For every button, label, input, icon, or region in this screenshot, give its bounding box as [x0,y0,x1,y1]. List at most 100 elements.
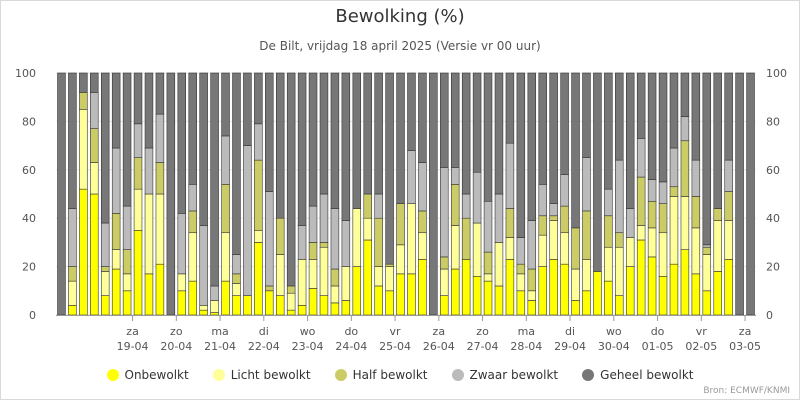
bar-segment-half-bewolkt [549,215,558,221]
bar-segment-licht-bewolkt [319,246,329,296]
bar-segment-geheel-bewolkt [221,72,230,137]
bar-segment-licht-bewolkt [724,220,733,260]
bar-segment-onbewolkt [352,266,362,316]
bar-segment-onbewolkt [450,268,460,316]
x-tick-date-label: 03-05 [729,340,761,353]
bar-segment-zwaar-bewolkt [472,171,482,224]
bar-segment-half-bewolkt [615,232,624,248]
legend-item-licht-bewolkt[interactable]: Licht bewolkt [212,368,311,382]
bar-segment-geheel-bewolkt [90,72,99,93]
bar-segment-half-bewolkt [461,217,471,260]
bar-segment-zwaar-bewolkt [188,184,197,212]
x-tick-day-label: zo [170,325,183,338]
y-tick-label-left: 40 [22,212,36,225]
bar-segment-half-bewolkt [450,184,460,226]
bar-segment-onbewolkt [79,188,88,316]
bar-segment-onbewolkt [549,259,558,316]
y-tick-label-right: 60 [766,164,780,177]
bar-segment-geheel-bewolkt [79,72,88,93]
bar-segment-licht-bewolkt [308,259,318,289]
bar-segment-geheel-bewolkt [746,72,755,316]
legend-item-geheel-bewolkt[interactable]: Geheel bewolkt [582,368,694,382]
bar-segment-onbewolkt [615,295,624,316]
bar-segment-onbewolkt [254,242,263,316]
bar-segment-half-bewolkt [286,285,296,294]
legend-dot-geheel-bewolkt [582,369,595,381]
bar-segment-zwaar-bewolkt [669,147,679,188]
bar-segment-half-bewolkt [363,193,372,219]
y-tick-label-right: 80 [766,115,780,128]
x-tick-date-label: 27-04 [467,340,499,353]
bar-segment-onbewolkt [593,271,602,316]
bar-segment-zwaar-bewolkt [155,113,165,163]
bar-segment-onbewolkt [232,295,241,316]
bar-segment-onbewolkt [680,249,690,316]
bar-segment-geheel-bewolkt [593,72,602,272]
bar-segment-licht-bewolkt [538,234,547,267]
bar-segment-geheel-bewolkt [450,72,460,168]
bar-segment-zwaar-bewolkt [297,225,307,260]
bar-segment-onbewolkt [571,300,580,316]
bar-segment-licht-bewolkt [352,208,362,267]
bar-segment-licht-bewolkt [210,300,219,313]
bar-segment-zwaar-bewolkt [68,208,77,267]
bar-segment-licht-bewolkt [527,290,537,301]
bar-segment-geheel-bewolkt [297,72,307,226]
bar-segment-half-bewolkt [571,227,580,270]
legend-label-onbewolkt: Onbewolkt [124,368,189,382]
legend-item-zwaar-bewolkt[interactable]: Zwaar bewolkt [451,368,558,382]
bar-segment-onbewolkt [604,280,613,316]
x-tick-date-label: 02-05 [685,340,717,353]
bar-segment-licht-bewolkt [385,266,394,292]
bar-segment-zwaar-bewolkt [341,220,351,267]
bar-segment-geheel-bewolkt [702,72,712,246]
bar-segment-zwaar-bewolkt [374,193,383,219]
bar-segment-zwaar-bewolkt [636,138,646,178]
bar-segment-half-bewolkt [79,92,88,110]
bar-segment-geheel-bewolkt [396,72,405,204]
bar-segment-licht-bewolkt [396,244,405,275]
bar-segment-licht-bewolkt [560,232,569,265]
bar-segment-geheel-bewolkt [254,72,263,125]
bar-segment-zwaar-bewolkt [461,193,471,219]
bar-segment-licht-bewolkt [549,220,558,260]
legend-item-half-bewolkt[interactable]: Half bewolkt [334,368,428,382]
legend-dot-onbewolkt [106,369,119,381]
bar-segment-half-bewolkt [133,157,143,190]
x-tick-day-label: di [565,325,575,338]
bar-segment-geheel-bewolkt [549,72,558,204]
bar-segment-onbewolkt [516,290,526,316]
bar-segment-licht-bewolkt [286,292,296,311]
bar-segment-onbewolkt [658,275,668,316]
x-tick-day-label: vr [390,325,402,338]
bar-segment-geheel-bewolkt [111,72,121,149]
bar-segment-licht-bewolkt [155,193,165,265]
bar-segment-zwaar-bewolkt [538,184,547,217]
bar-segment-half-bewolkt [440,256,449,270]
bar-segment-zwaar-bewolkt [319,193,329,243]
bar-segment-zwaar-bewolkt [691,159,701,197]
bar-segment-half-bewolkt [527,268,537,292]
bar-segment-half-bewolkt [680,140,690,197]
bar-segment-half-bewolkt [374,217,383,267]
bar-segment-geheel-bewolkt [166,72,176,316]
bar-segment-onbewolkt [560,263,569,316]
bar-segment-geheel-bewolkt [275,72,285,219]
bar-segment-onbewolkt [308,288,318,316]
bar-segment-licht-bewolkt [516,273,526,292]
bar-segment-licht-bewolkt [702,254,712,292]
bar-segment-zwaar-bewolkt [111,147,121,214]
legend-item-onbewolkt[interactable]: Onbewolkt [106,368,189,382]
bar-segment-geheel-bewolkt [188,72,197,185]
bar-segment-zwaar-bewolkt [418,162,427,212]
x-tick-day-label: di [259,325,269,338]
bar-segment-onbewolkt [636,239,646,316]
bar-segment-geheel-bewolkt [100,72,110,224]
y-tick-label-left: 100 [15,67,36,80]
bar-segment-licht-bewolkt [297,259,307,306]
chart-subtitle: De Bilt, vrijdag 18 april 2025 (Versie v… [259,39,541,53]
x-tick-date-label: 26-04 [423,340,455,353]
bar-segment-geheel-bewolkt [472,72,482,173]
bar-segment-zwaar-bewolkt [505,142,515,209]
y-tick-label-left: 80 [22,115,36,128]
